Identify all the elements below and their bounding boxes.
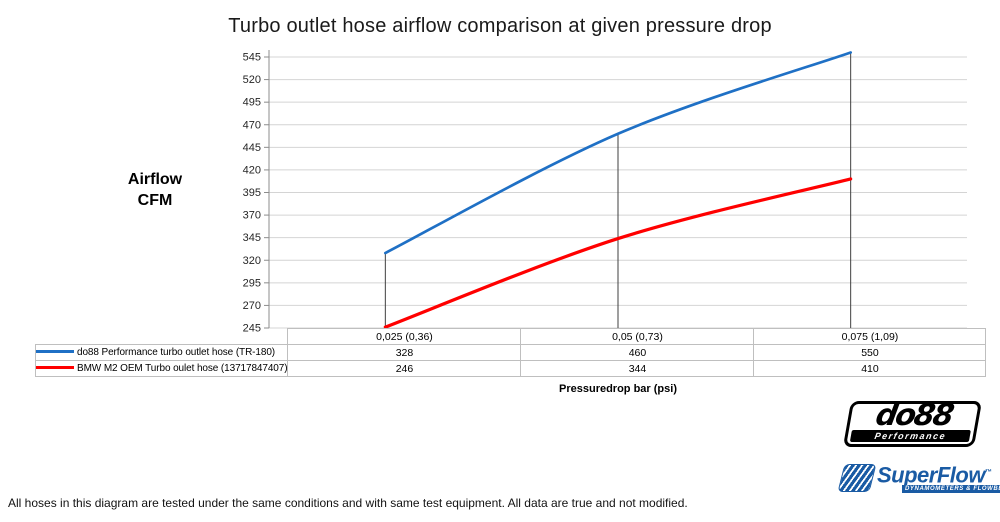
y-axis-label-line2: CFM (137, 192, 173, 209)
category-header-cell: 0,025 (0,36) (287, 328, 522, 345)
footnote: All hoses in this diagram are tested und… (8, 496, 688, 510)
category-header-cell: 0,05 (0,73) (520, 328, 755, 345)
chart-plot: 545 520 495 470 445 420 395 370 345 320 295 270 245 (243, 50, 967, 335)
y-tick-label: 320 (243, 255, 261, 267)
superflow-tagline: DYNAMOMETERS & FLOWBENCHES (902, 485, 1000, 494)
legend-key-bmw (36, 365, 74, 369)
y-tick-label: 295 (243, 277, 261, 289)
y-tick-label: 345 (243, 232, 261, 244)
y-tick-label: 395 (243, 187, 261, 199)
table-corner-blank (36, 329, 288, 345)
x-axis-title: Pressuredrop bar (psi) (559, 383, 677, 395)
value-cell: 328 (287, 344, 522, 361)
y-tick-label: 420 (243, 164, 261, 176)
y-tick-label: 370 (243, 210, 261, 222)
do88-logo-tagline: Performance (849, 430, 971, 442)
y-tick-label: 470 (243, 119, 261, 131)
series-line-bmw (383, 177, 853, 329)
do88-logo-text: do88 (872, 398, 956, 433)
data-table: 0,025 (0,36) 0,05 (0,73) 0,075 (1,09) do88 … (34, 328, 987, 377)
value-cell: 460 (520, 344, 755, 361)
value-cell: 410 (753, 360, 987, 377)
table-row: BMW M2 OEM Turbo oulet hose (13717847407… (34, 360, 987, 377)
legend-key-do88 (36, 349, 74, 353)
legend-cell: do88 Performance turbo outlet hose (TR-1… (34, 344, 289, 361)
chart-title: Turbo outlet hose airflow comparison at … (228, 15, 772, 37)
legend-cell: BMW M2 OEM Turbo oulet hose (13717847407… (34, 360, 289, 377)
series-name: BMW M2 OEM Turbo oulet hose (13717847407… (77, 363, 288, 374)
superflow-swoosh-icon (837, 464, 877, 492)
value-cell: 344 (520, 360, 755, 377)
data-table-wrap: 0,025 (0,36) 0,05 (0,73) 0,075 (1,09) do88 … (34, 328, 987, 377)
y-tick-label: 445 (243, 142, 261, 154)
series-name: do88 Performance turbo outlet hose (TR-1… (77, 347, 276, 358)
y-tick-label: 495 (243, 97, 261, 109)
value-cell: 246 (287, 360, 522, 377)
do88-logo: do88 Performance (842, 398, 983, 447)
superflow-text-block: SuperFlow™ DYNAMOMETERS & FLOWBENCHES (877, 462, 1000, 494)
superflow-wordmark: SuperFlow (877, 462, 985, 488)
y-axis-label: Airflow CFM (99, 169, 211, 211)
y-tick-label: 270 (243, 300, 261, 312)
superflow-logo-text: SuperFlow™ (877, 462, 1000, 488)
table-row: do88 Performance turbo outlet hose (TR-1… (34, 344, 987, 361)
y-tick-label: 245 (243, 323, 261, 335)
y-tick-label: 545 (243, 52, 261, 64)
series-line-do88 (383, 51, 853, 255)
table-header-row: 0,025 (0,36) 0,05 (0,73) 0,075 (1,09) (36, 328, 987, 345)
category-header-cell: 0,075 (1,09) (753, 328, 987, 345)
y-axis-label-line1: Airflow (127, 171, 183, 188)
superflow-trademark: ™ (984, 469, 992, 476)
y-tick-label: 520 (243, 74, 261, 86)
superflow-logo: SuperFlow™ DYNAMOMETERS & FLOWBENCHES (837, 462, 1000, 494)
value-cell: 550 (753, 344, 987, 361)
